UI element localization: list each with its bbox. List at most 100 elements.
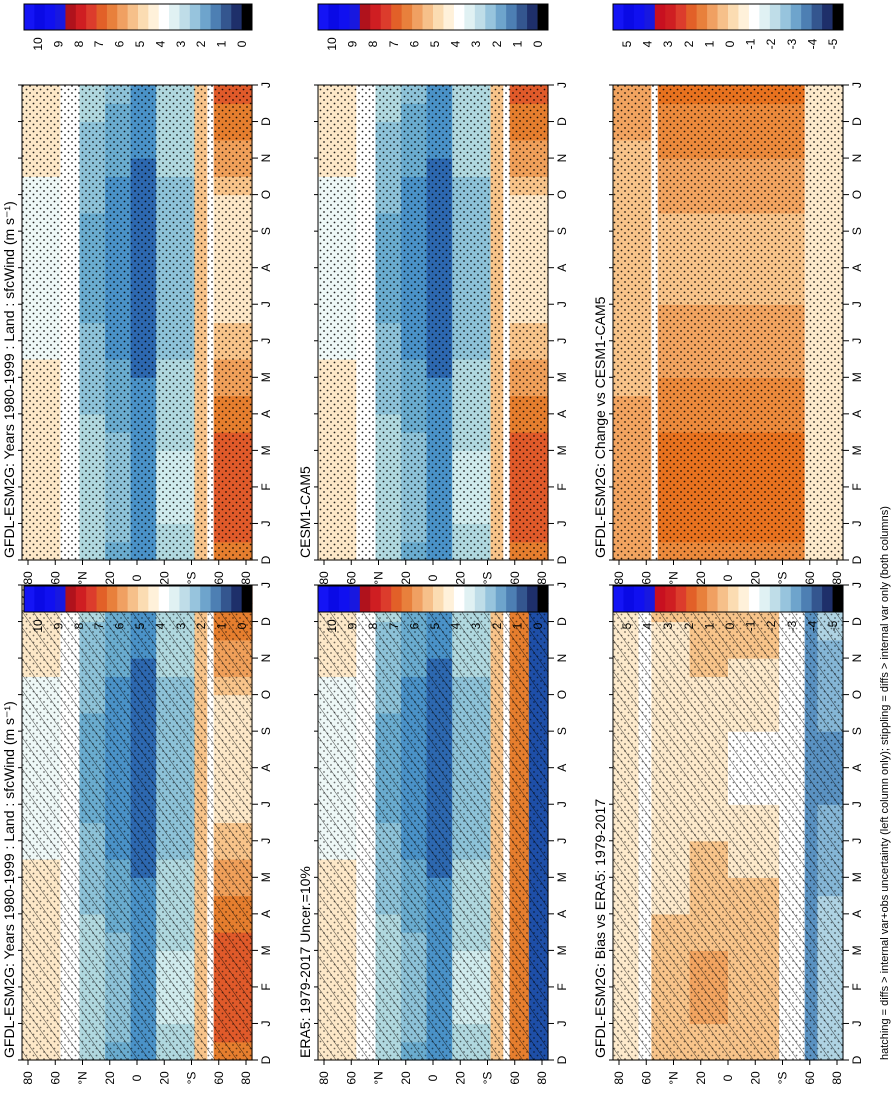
lat-label: °S [185,572,199,585]
colorbar-frame [612,585,844,613]
colorbar-swatch [158,4,170,30]
colorbar-swatch [220,4,232,30]
lat-label: °S [776,1072,790,1085]
colorbar-tick-label: 0 [235,40,249,47]
colorbar-tick-label: 1 [215,622,229,629]
colorbar-swatch [516,586,528,612]
month-label: J [259,338,273,344]
colorbar-tick-label: -4 [805,620,819,631]
footnote: hatching = diffs > internal var+obs unce… [879,506,891,1060]
colorbar-swatch [200,586,211,612]
colorbar-swatch [380,586,392,612]
colorbar-tick-label: 9 [51,40,65,47]
lat-label: 0 [426,1074,440,1081]
colorbar-tick-label: 4 [153,622,167,629]
colorbar: 10 9 8 7 6 5 4 3 2 1 0 [317,585,549,633]
colorbar-tick-label: 4 [641,622,655,629]
colorbar-swatch [148,4,160,30]
lat-label: 20 [103,1071,117,1085]
panel-title: GFDL-ESM2G: Years 1980-1999 : Land : sfc… [1,701,17,1058]
colorbar-swatch [537,586,549,612]
colorbar-tick-label: 4 [153,40,167,47]
colorbar-tick-label: 6 [113,40,127,47]
lat-label: 80 [317,1071,331,1085]
colorbar-swatch [179,586,191,612]
colorbar-tick-label: 3 [469,622,483,629]
colorbar-swatch [506,586,518,612]
colorbar-swatch [474,586,486,612]
lat-label: 0 [130,574,144,581]
lat-label: 60 [212,1071,226,1085]
month-label: N [555,654,569,663]
colorbar-swatch [686,586,698,612]
colorbar-swatch [738,586,750,612]
month-label: A [259,264,273,272]
lat-label: 60 [212,571,226,585]
colorbar-swatch [728,586,739,612]
month-label: A [850,910,864,918]
month-label: F [850,983,864,990]
month-label: N [259,654,273,663]
lat-label: 60 [48,571,62,585]
colorbar-tick-label: 9 [51,622,65,629]
colorbar-swatch [55,4,66,30]
colorbar-tick-label: 4 [449,622,463,629]
month-label: M [259,372,273,382]
month-label: D [259,617,273,626]
colorbar-tick-label: 2 [682,622,696,629]
lat-label: 60 [639,1071,653,1085]
colorbar-swatch [349,586,361,612]
month-label: J [555,801,569,807]
month-label: J [259,82,273,88]
colorbar-swatch [179,4,191,30]
colorbar-swatch [495,586,507,612]
colorbar-swatch [241,586,253,612]
colorbar-swatch [86,4,97,30]
month-label: F [555,983,569,990]
colorbar-swatch [370,586,382,612]
colorbar-swatch [675,586,687,612]
colorbar-tick-label: 0 [235,622,249,629]
colorbar-tick-label: 1 [510,622,524,629]
colorbar-swatch [106,4,118,30]
colorbar-tick-label: 3 [174,40,188,47]
colorbar-swatch [443,586,455,612]
lat-label: °N [667,1071,681,1084]
colorbar-swatch [359,586,371,612]
colorbar-swatch [665,586,677,612]
colorbar-tick-label: 5 [428,622,442,629]
lat-label: 80 [612,1071,626,1085]
colorbar-swatch [391,586,403,612]
month-label: M [555,872,569,882]
colorbar-frame [23,3,253,31]
lat-label: 20 [103,571,117,585]
colorbar-tick-label: 8 [72,40,86,47]
colorbar-swatch [34,586,46,612]
colorbar-swatch [220,586,232,612]
hatching-overlay [613,585,843,1060]
month-label: D [259,555,273,564]
colorbar: 5 4 3 2 1 0 -1 -2 -3 -4 -5 [612,585,844,631]
colorbar-swatch [231,586,243,612]
colorbar-swatch [801,586,813,612]
hatching-overlay [22,585,252,1060]
month-label: D [555,1055,569,1064]
colorbar-frame [23,585,253,613]
colorbar-swatch [453,586,465,612]
colorbar-tick-label: 8 [72,622,86,629]
colorbar-swatch [189,4,201,30]
month-label: S [259,727,273,735]
month-label: J [259,301,273,307]
colorbar-swatch [117,586,129,612]
colorbar-tick-label: 9 [346,622,360,629]
colorbar-tick-label: 1 [702,622,716,629]
colorbar-swatch [780,586,792,612]
colorbar-swatch [769,586,781,612]
colorbar-swatch [241,4,253,30]
stippling-overlay [22,85,252,560]
colorbar: 10 9 8 7 6 5 4 3 2 1 0 [23,585,253,633]
colorbar-swatch [169,586,180,612]
lat-label: 0 [721,1074,735,1081]
